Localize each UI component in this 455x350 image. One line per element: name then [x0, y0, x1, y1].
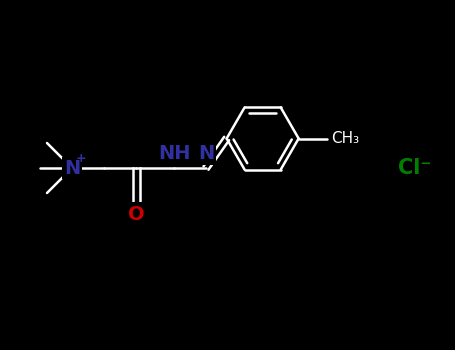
Text: O: O — [128, 205, 144, 224]
Text: N: N — [64, 159, 80, 177]
Text: N: N — [198, 144, 214, 163]
Text: NH: NH — [158, 144, 190, 163]
Text: CH₃: CH₃ — [331, 131, 359, 146]
Text: +: + — [76, 153, 86, 166]
Text: Cl⁻: Cl⁻ — [398, 158, 432, 178]
